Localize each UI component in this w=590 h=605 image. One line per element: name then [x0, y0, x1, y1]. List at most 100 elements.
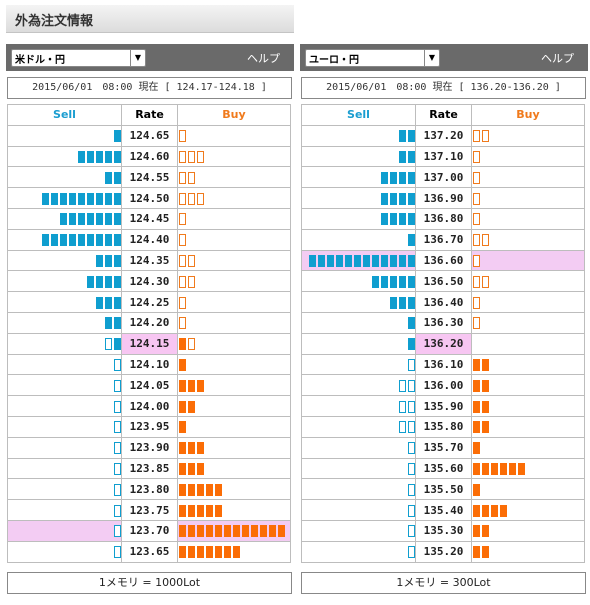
sell-bar-cell [301, 187, 416, 209]
sell-bar-cell [7, 374, 122, 397]
sell-block [105, 296, 112, 309]
table-row: 135.80 [301, 415, 585, 438]
sell-block [114, 130, 121, 143]
sell-bar-cell [7, 540, 122, 563]
sell-block [399, 171, 406, 184]
buy-bar-cell [177, 291, 291, 313]
buy-block [482, 400, 489, 413]
buy-block [473, 504, 480, 517]
table-row: 124.05 [7, 374, 291, 397]
rate-cell: 135.30 [415, 519, 472, 542]
buy-bar-cell [177, 124, 291, 147]
sell-block [381, 213, 388, 226]
table-row: 123.70 [7, 519, 291, 542]
sell-block [96, 275, 103, 288]
currency-pair-select[interactable]: ユーロ・円 ▼ [305, 49, 440, 67]
rate-cell: 124.30 [121, 270, 178, 293]
buy-block [473, 358, 480, 371]
buy-bar-cell [177, 311, 291, 334]
buy-bar-cell [471, 499, 585, 521]
sell-block [105, 254, 112, 267]
buy-block [482, 462, 489, 475]
sell-block [408, 275, 415, 288]
sell-block [399, 379, 406, 392]
buy-block [197, 462, 204, 475]
sell-block [309, 254, 316, 267]
sell-block [114, 254, 121, 267]
rate-cell: 124.35 [121, 249, 178, 272]
buy-block [179, 254, 186, 267]
buy-bar-cell [471, 124, 585, 147]
buy-block [206, 483, 213, 496]
sell-bar-cell [7, 478, 122, 501]
rate-cell: 124.60 [121, 145, 178, 168]
sell-bar-cell [7, 187, 122, 209]
buy-bar-cell [471, 166, 585, 189]
sell-block [105, 338, 112, 351]
rate-cell: 136.40 [415, 291, 472, 313]
buy-bar-cell [177, 145, 291, 168]
rate-cell: 124.25 [121, 291, 178, 313]
chevron-down-icon[interactable]: ▼ [130, 50, 145, 66]
buy-block [179, 358, 186, 371]
buy-block [188, 525, 195, 538]
sell-bar-cell [7, 415, 122, 438]
table-row: 124.35 [7, 249, 291, 272]
sell-block [399, 213, 406, 226]
buy-bar-cell [177, 353, 291, 376]
buy-block [188, 275, 195, 288]
table-row: 124.25 [7, 291, 291, 313]
sell-block [390, 296, 397, 309]
lot-scale-note: 1メモリ = 1000Lot [7, 572, 292, 594]
sell-bar-cell [301, 228, 416, 251]
table-row: 124.45 [7, 207, 291, 230]
sell-block [87, 150, 94, 163]
table-row: 136.90 [301, 187, 585, 209]
rate-cell: 124.50 [121, 187, 178, 209]
buy-block [179, 130, 186, 143]
help-link[interactable]: ヘルプ [247, 52, 280, 65]
buy-block [278, 525, 285, 538]
sell-block [87, 275, 94, 288]
page-header: 外為注文情報 [6, 5, 294, 33]
chevron-down-icon[interactable]: ▼ [424, 50, 439, 66]
sell-block [399, 130, 406, 143]
lot-scale-note: 1メモリ = 300Lot [301, 572, 586, 594]
sell-bar-cell [301, 249, 416, 272]
buy-bar-cell [177, 207, 291, 230]
sell-block [408, 234, 415, 247]
help-link[interactable]: ヘルプ [541, 52, 574, 65]
buy-block [233, 546, 240, 559]
rate-cell: 135.60 [415, 457, 472, 480]
order-book-table: Sell Rate Buy 124.65 124.60 124.55 124.50 12… [7, 104, 291, 563]
table-row: 136.50 [301, 270, 585, 293]
sell-block [114, 358, 121, 371]
sell-block [354, 254, 361, 267]
sell-block [381, 254, 388, 267]
sell-bar-cell [7, 519, 122, 542]
rate-cell: 124.00 [121, 395, 178, 417]
sell-block [114, 213, 121, 226]
rate-cell: 124.20 [121, 311, 178, 334]
buy-bar-cell [471, 291, 585, 313]
sell-block [114, 192, 121, 205]
sell-block [372, 275, 379, 288]
page-title: 外為注文情報 [15, 14, 94, 29]
rate-cell: 136.00 [415, 374, 472, 397]
rate-header: Rate [121, 104, 178, 126]
table-row: 136.70 [301, 228, 585, 251]
buy-block [188, 150, 195, 163]
sell-block [96, 296, 103, 309]
currency-pair-select[interactable]: 米ドル・円 ▼ [11, 49, 146, 67]
buy-block [473, 254, 480, 267]
buy-bar-cell [177, 395, 291, 417]
rate-cell: 123.70 [121, 519, 178, 542]
buy-block [188, 192, 195, 205]
table-row: 136.30 [301, 311, 585, 334]
buy-block [206, 504, 213, 517]
sell-block [408, 525, 415, 538]
sell-block [114, 379, 121, 392]
buy-block [473, 296, 480, 309]
rate-cell: 135.40 [415, 499, 472, 521]
table-row: 124.20 [7, 311, 291, 334]
